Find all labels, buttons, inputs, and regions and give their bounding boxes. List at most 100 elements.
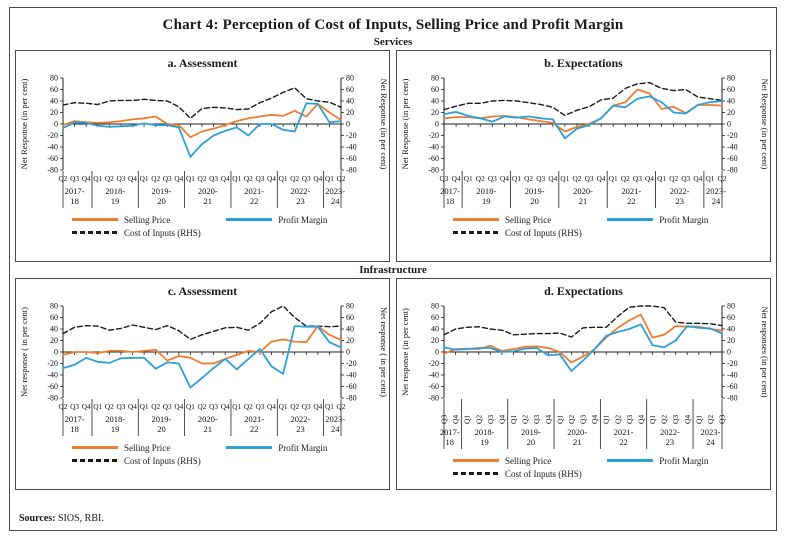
svg-text:Net Response (in per cent): Net Response (in per cent) [760, 79, 770, 170]
svg-text:Q4: Q4 [548, 174, 557, 183]
svg-text:Q2: Q2 [104, 402, 113, 411]
svg-text:Q3: Q3 [255, 402, 264, 411]
legend-item-cost-of-inputs: Cost of Inputs (RHS) [72, 228, 201, 238]
svg-text:60: 60 [50, 85, 58, 94]
svg-text:80: 80 [727, 302, 735, 311]
panel-c-legend: Selling Price Profit Margin Cost of Inpu… [72, 441, 389, 467]
legend-label-cost-of-inputs: Cost of Inputs (RHS) [124, 227, 201, 238]
svg-text:2022-: 2022- [290, 414, 310, 424]
svg-text:18: 18 [445, 196, 454, 206]
svg-text:20: 20 [157, 424, 166, 434]
legend-label-cost-of-inputs: Cost of Inputs (RHS) [124, 455, 201, 466]
svg-text:20: 20 [50, 336, 58, 345]
legend-label-profit-margin: Profit Margin [278, 442, 328, 453]
legend-row: Cost of Inputs (RHS) [72, 226, 389, 239]
svg-text:20: 20 [50, 108, 58, 117]
svg-text:Q4: Q4 [128, 402, 137, 411]
legend-label-cost-of-inputs: Cost of Inputs (RHS) [505, 227, 582, 238]
svg-text:60: 60 [727, 313, 735, 322]
svg-text:60: 60 [50, 313, 58, 322]
profit-margin-line-swatch [607, 218, 654, 221]
svg-text:Q1: Q1 [232, 174, 241, 183]
svg-text:Q3: Q3 [70, 402, 79, 411]
svg-text:2021-: 2021- [621, 186, 641, 196]
svg-text:23: 23 [296, 424, 305, 434]
svg-text:Q4: Q4 [174, 174, 183, 183]
svg-text:18: 18 [445, 437, 454, 447]
svg-text:Q1: Q1 [139, 174, 148, 183]
svg-text:-80: -80 [47, 166, 58, 175]
svg-text:2020-: 2020- [573, 186, 593, 196]
svg-text:23: 23 [675, 196, 684, 206]
svg-text:20: 20 [431, 336, 439, 345]
svg-text:Q1: Q1 [608, 174, 617, 183]
svg-text:19: 19 [482, 196, 491, 206]
legend-label-selling-price: Selling Price [124, 214, 171, 225]
svg-text:80: 80 [50, 74, 58, 83]
svg-text:-60: -60 [428, 382, 439, 391]
svg-text:-20: -20 [727, 359, 738, 368]
svg-text:0: 0 [54, 120, 58, 129]
svg-text:2022-: 2022- [290, 186, 310, 196]
svg-text:2018-: 2018- [474, 427, 494, 437]
svg-text:-40: -40 [346, 143, 357, 152]
panel-c-assessment: c. Assessment 80 80 60 60 40 40 20 20 0 0 -20 -20 -4… [15, 278, 390, 490]
svg-text:Q2: Q2 [475, 174, 484, 183]
legend-item-selling-price: Selling Price [72, 443, 170, 453]
svg-text:2022-: 2022- [669, 186, 689, 196]
svg-text:Q4: Q4 [128, 174, 137, 183]
svg-text:80: 80 [431, 302, 439, 311]
legend-label-cost-of-inputs: Cost of Inputs (RHS) [505, 468, 582, 479]
svg-text:Q3: Q3 [578, 415, 587, 424]
svg-text:-40: -40 [47, 143, 58, 152]
legend-label-profit-margin: Profit Margin [659, 455, 709, 466]
svg-text:-60: -60 [47, 382, 58, 391]
svg-text:Q4: Q4 [590, 415, 599, 424]
svg-text:Q2: Q2 [613, 415, 622, 424]
svg-text:Q1: Q1 [648, 415, 657, 424]
svg-text:Q2: Q2 [705, 415, 714, 424]
svg-text:80: 80 [727, 74, 735, 83]
panel-b-expectations: b. Expectations 80 80 60 60 40 40 20 20 0 0 -20 -20… [396, 50, 771, 262]
svg-text:40: 40 [727, 325, 735, 334]
svg-text:Q2: Q2 [290, 402, 299, 411]
legend-row: Selling Price Profit Margin [453, 454, 770, 467]
legend-row: Selling Price Profit Margin [453, 213, 770, 226]
svg-text:-40: -40 [47, 371, 58, 380]
svg-text:Q2: Q2 [197, 402, 206, 411]
cost-of-inputs-line-swatch [453, 472, 499, 475]
svg-text:Q2: Q2 [717, 174, 726, 183]
panel-d-chart: 80 80 60 60 40 40 20 20 0 0 -20 -20 -40 -40 -60 -60 -80 -… [400, 302, 770, 449]
cost-of-inputs-line-swatch [72, 459, 118, 462]
legend-item-profit-margin: Profit Margin [607, 456, 708, 466]
svg-text:Q3: Q3 [70, 174, 79, 183]
svg-text:20: 20 [431, 108, 439, 117]
svg-text:Q2: Q2 [58, 174, 67, 183]
svg-text:40: 40 [727, 97, 735, 106]
panel-a-title: a. Assessment [167, 56, 238, 70]
svg-text:2019-: 2019- [520, 427, 540, 437]
svg-text:23: 23 [296, 196, 305, 206]
svg-text:18: 18 [70, 196, 79, 206]
panel-d-legend: Selling Price Profit Margin Cost of Inpu… [453, 454, 770, 480]
svg-text:-20: -20 [47, 131, 58, 140]
legend-item-cost-of-inputs: Cost of Inputs (RHS) [453, 228, 582, 238]
svg-text:-20: -20 [47, 359, 58, 368]
svg-text:-80: -80 [727, 166, 738, 175]
svg-text:2023-: 2023- [325, 414, 345, 424]
svg-text:Q1: Q1 [705, 174, 714, 183]
svg-text:-20: -20 [428, 131, 439, 140]
svg-text:0: 0 [727, 348, 731, 357]
svg-text:19: 19 [110, 424, 119, 434]
svg-text:2018-: 2018- [105, 186, 125, 196]
cost-of-inputs-line-swatch [453, 231, 499, 234]
legend-item-cost-of-inputs: Cost of Inputs (RHS) [72, 456, 201, 466]
svg-text:2018-: 2018- [105, 414, 125, 424]
svg-text:Q1: Q1 [185, 402, 194, 411]
panel-d-title: d. Expectations [544, 284, 623, 298]
svg-text:60: 60 [346, 85, 354, 94]
svg-text:Q3: Q3 [301, 174, 310, 183]
selling-price-line-swatch [72, 218, 118, 221]
svg-text:2020-: 2020- [197, 186, 217, 196]
svg-text:Q1: Q1 [657, 174, 666, 183]
